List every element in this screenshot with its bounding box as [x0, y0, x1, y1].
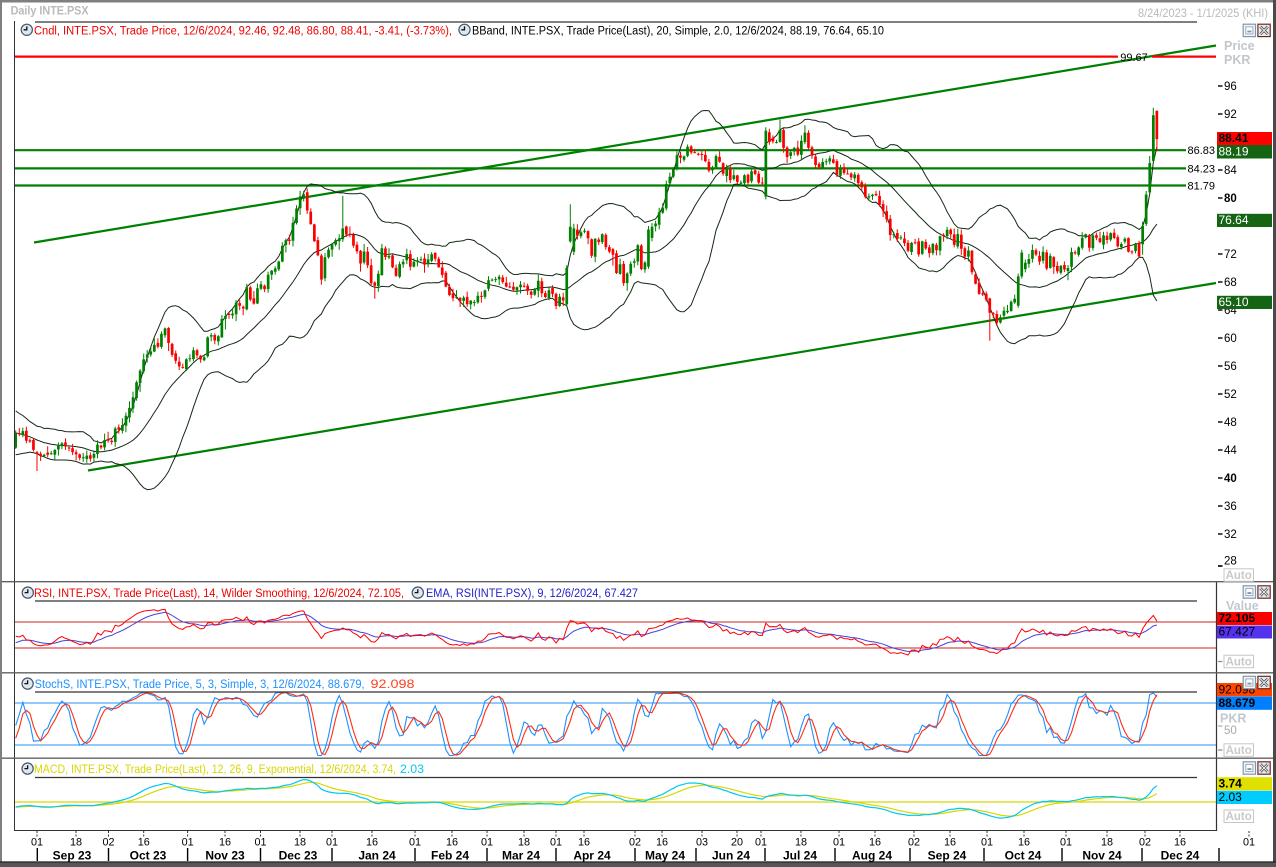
svg-text:Oct 24: Oct 24: [1005, 849, 1042, 863]
svg-text:3.74: 3.74: [1219, 777, 1243, 791]
svg-text:Daily INTE.PSX: Daily INTE.PSX: [11, 6, 89, 18]
svg-text:MACD, INTE.PSX, Trade Price(La: MACD, INTE.PSX, Trade Price(Last), 12, 2…: [34, 764, 396, 776]
svg-text:16: 16: [219, 837, 231, 849]
svg-text:18: 18: [294, 837, 306, 849]
svg-text:Value: Value: [1226, 599, 1259, 613]
svg-text:2.03: 2.03: [1219, 790, 1243, 804]
svg-text:Sep 23: Sep 23: [53, 849, 92, 863]
svg-text:Auto: Auto: [1226, 570, 1252, 582]
svg-text:92: 92: [1224, 109, 1237, 121]
svg-text:80: 80: [1224, 193, 1237, 205]
svg-text:StochS, INTE.PSX, Trade Price,: StochS, INTE.PSX, Trade Price, 5, 3, Sim…: [35, 679, 365, 691]
svg-text:01: 01: [1060, 837, 1072, 849]
svg-text:Price: Price: [1224, 39, 1255, 53]
svg-text:02: 02: [1139, 837, 1151, 849]
svg-text:72: 72: [1224, 249, 1237, 261]
svg-text:01: 01: [31, 837, 43, 849]
svg-text:88.19: 88.19: [1219, 145, 1249, 159]
svg-text:01: 01: [755, 837, 767, 849]
svg-text:50: 50: [1224, 725, 1237, 737]
svg-text:01: 01: [550, 837, 562, 849]
svg-text:Auto: Auto: [1226, 745, 1252, 757]
svg-text:Nov 23: Nov 23: [205, 849, 245, 863]
svg-text:16: 16: [446, 837, 458, 849]
svg-text:Dec 23: Dec 23: [279, 849, 318, 863]
svg-text:86.83: 86.83: [1187, 145, 1215, 157]
svg-text:EMA, RSI(INTE.PSX), 9, 12/6/: EMA, RSI(INTE.PSX), 9, 12/6/2024, 67.427: [426, 588, 638, 600]
svg-text:May 24: May 24: [645, 849, 685, 863]
svg-text:01: 01: [1243, 837, 1255, 849]
svg-text:PKR: PKR: [1224, 53, 1250, 67]
svg-text:68: 68: [1224, 277, 1237, 289]
svg-text:16: 16: [366, 837, 378, 849]
svg-text:Apr 24: Apr 24: [573, 849, 611, 863]
svg-text:99.67: 99.67: [1120, 52, 1148, 64]
svg-text:02: 02: [102, 837, 114, 849]
svg-text:18: 18: [70, 837, 82, 849]
svg-text:Auto: Auto: [1226, 656, 1252, 668]
svg-text:52: 52: [1224, 389, 1237, 401]
svg-text:Dec 24: Dec 24: [1161, 849, 1200, 863]
svg-text:67.427: 67.427: [1219, 625, 1256, 639]
svg-text:02: 02: [908, 837, 920, 849]
svg-text:92.098: 92.098: [371, 679, 415, 691]
svg-text:16: 16: [869, 837, 881, 849]
svg-text:36: 36: [1224, 501, 1237, 513]
svg-text:01: 01: [833, 837, 845, 849]
svg-text:BBand, INTE.PSX, Trade Price(L: BBand, INTE.PSX, Trade Price(Last), 20, …: [472, 25, 884, 37]
svg-text:01: 01: [254, 837, 266, 849]
svg-text:Oct 23: Oct 23: [130, 849, 167, 863]
svg-text:16: 16: [1018, 837, 1030, 849]
svg-text:44: 44: [1224, 445, 1237, 457]
svg-text:PKR: PKR: [1220, 712, 1246, 726]
svg-text:32: 32: [1224, 529, 1237, 541]
svg-text:Aug 24: Aug 24: [852, 849, 892, 863]
svg-text:01: 01: [182, 837, 194, 849]
svg-text:18: 18: [518, 837, 530, 849]
svg-text:20: 20: [731, 837, 743, 849]
svg-text:01: 01: [326, 837, 338, 849]
svg-text:Mar 24: Mar 24: [502, 849, 540, 863]
svg-text:2.03: 2.03: [400, 764, 424, 776]
svg-text:Sep 24: Sep 24: [928, 849, 967, 863]
svg-text:01: 01: [409, 837, 421, 849]
svg-text:16: 16: [944, 837, 956, 849]
svg-text:Cndl, INTE.PSX, Trade Price,: Cndl, INTE.PSX, Trade Price, 12/6/2024, …: [34, 25, 452, 37]
svg-text:01: 01: [481, 837, 493, 849]
svg-text:72.105: 72.105: [1219, 611, 1256, 625]
svg-text:84.23: 84.23: [1187, 163, 1215, 175]
svg-text:81.79: 81.79: [1187, 181, 1215, 193]
svg-text:Jun 24: Jun 24: [712, 849, 750, 863]
svg-text:Auto: Auto: [1226, 811, 1252, 823]
svg-text:Feb 24: Feb 24: [431, 849, 469, 863]
svg-text:03: 03: [696, 837, 708, 849]
svg-text:02: 02: [629, 837, 641, 849]
svg-text:18: 18: [795, 837, 807, 849]
svg-text:16: 16: [578, 837, 590, 849]
svg-text:88.41: 88.41: [1219, 131, 1249, 145]
svg-text:65.10: 65.10: [1219, 295, 1249, 309]
svg-text:60: 60: [1224, 333, 1237, 345]
svg-text:16: 16: [656, 837, 668, 849]
svg-text:01: 01: [981, 837, 993, 849]
svg-text:56: 56: [1224, 361, 1237, 373]
svg-text:48: 48: [1224, 417, 1237, 429]
svg-text:88.679: 88.679: [1219, 696, 1256, 710]
svg-text:RSI, INTE.PSX, Trade Price(Las: RSI, INTE.PSX, Trade Price(Last), 14, Wi…: [34, 588, 404, 600]
svg-text:16: 16: [138, 837, 150, 849]
svg-text:Jul 24: Jul 24: [783, 849, 817, 863]
svg-text:84: 84: [1224, 165, 1237, 177]
svg-text:8/24/2023 - 1/1/2025 (KHI): 8/24/2023 - 1/1/2025 (KHI): [1138, 6, 1268, 20]
svg-text:16: 16: [1174, 837, 1186, 849]
svg-text:28: 28: [1224, 556, 1237, 568]
svg-text:76.64: 76.64: [1219, 213, 1249, 227]
svg-text:Nov 24: Nov 24: [1082, 849, 1122, 863]
svg-text:Jan 24: Jan 24: [358, 849, 396, 863]
svg-text:96: 96: [1224, 81, 1237, 93]
svg-text:40: 40: [1224, 473, 1237, 485]
svg-text:18: 18: [1101, 837, 1113, 849]
